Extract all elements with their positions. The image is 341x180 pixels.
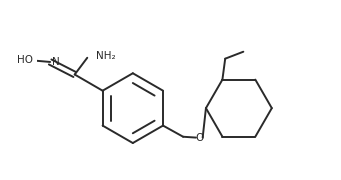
Text: HO: HO (17, 55, 33, 65)
Text: O: O (195, 133, 204, 143)
Text: NH₂: NH₂ (95, 51, 115, 61)
Text: N: N (53, 57, 60, 67)
